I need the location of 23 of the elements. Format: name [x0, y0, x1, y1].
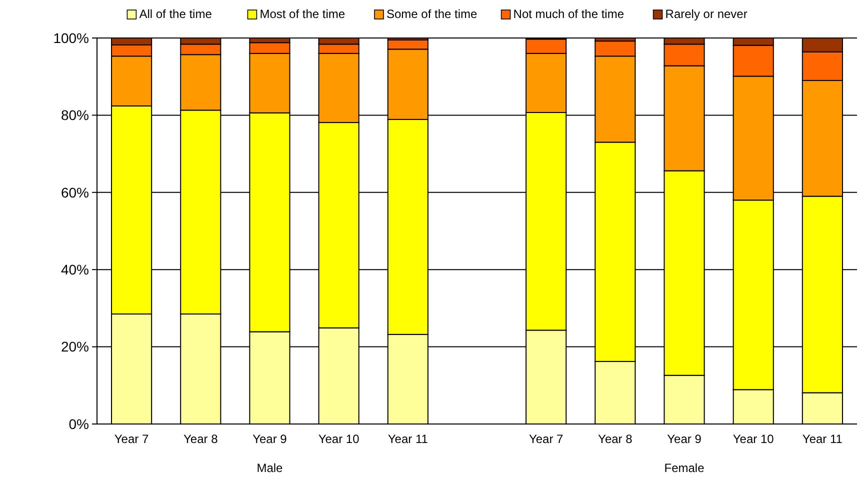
legend-label: Not much of the time — [513, 7, 624, 21]
legend-label: Rarely or never — [665, 7, 748, 21]
y-tick-label: 20% — [60, 338, 89, 355]
x-tick-label: Year 8 — [184, 432, 218, 446]
x-tick-label: Year 11 — [388, 432, 428, 446]
y-tick-label: 80% — [60, 107, 89, 124]
y-tick-label: 40% — [60, 262, 89, 278]
x-tick-label: Year 7 — [114, 432, 149, 446]
y-tick-label: 0% — [68, 416, 89, 432]
x-tick-label: Year 10 — [318, 432, 360, 446]
x-tick-label: Year 9 — [252, 432, 288, 446]
x-tick-label: Year 9 — [667, 432, 702, 446]
legend-label: All of the time — [139, 7, 212, 21]
text: Female — [664, 461, 705, 475]
legend-label: Some of the time — [386, 7, 478, 21]
x-tick-label: Year 7 — [528, 432, 564, 446]
y-tick-label: 100% — [53, 30, 89, 46]
x-tick-label: Year 10 — [732, 432, 774, 446]
text: Male — [256, 461, 284, 475]
legend-label: Most of the time — [260, 7, 346, 21]
y-tick-label: 60% — [60, 184, 89, 200]
x-tick-label: Year 8 — [598, 432, 633, 446]
x-tick-label: Year 11 — [802, 432, 843, 446]
